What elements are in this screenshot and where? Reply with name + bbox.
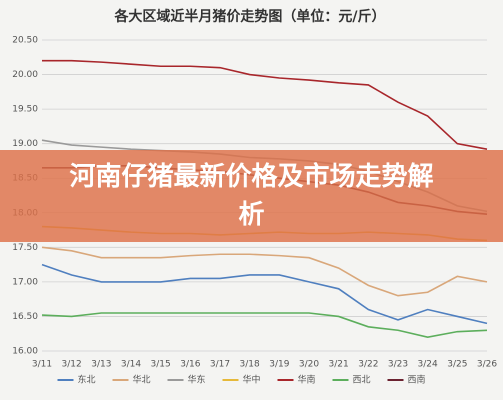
x-tick-label: 3/22	[358, 360, 378, 370]
x-tick-label: 3/23	[388, 360, 408, 370]
x-tick-label: 3/19	[269, 360, 289, 370]
series-line	[41, 246, 488, 297]
x-tick-label: 3/18	[240, 360, 260, 370]
y-tick-label: 16.50	[12, 312, 38, 322]
y-tick-label: 20.50	[12, 36, 38, 46]
x-tick-label: 3/14	[121, 360, 141, 370]
x-tick-label: 3/11	[32, 360, 52, 370]
chart-title: 各大区域近半月猪价走势图（单位：元/斤）	[113, 8, 385, 25]
legend-label: 东北	[78, 374, 96, 386]
legend-label: 华北	[133, 374, 151, 386]
x-tick-label: 3/13	[91, 360, 111, 370]
x-tick-label: 3/20	[299, 360, 319, 370]
series-line	[41, 263, 488, 325]
legend-label: 华南	[298, 374, 316, 386]
y-tick-label: 20.00	[12, 70, 38, 80]
series-line	[42, 59, 488, 150]
banner-text: 河南仔猪最新价格及市场走势解析	[69, 162, 434, 230]
x-tick-label: 3/25	[447, 360, 467, 370]
x-tick-label: 3/12	[62, 360, 82, 370]
y-tick-label: 19.00	[12, 139, 38, 149]
series-line	[41, 312, 488, 338]
banner: 河南仔猪最新价格及市场走势解析	[0, 150, 503, 242]
x-tick-label: 3/17	[210, 360, 230, 370]
y-tick-label: 16.00	[12, 347, 38, 357]
x-tick-label: 3/15	[151, 360, 171, 370]
x-tick-label: 3/26	[477, 360, 497, 370]
legend-label: 西北	[353, 375, 371, 386]
x-tick-label: 3/24	[418, 360, 438, 370]
x-tick-label: 3/21	[329, 360, 349, 370]
y-tick-label: 17.00	[12, 277, 38, 287]
y-tick-label: 19.50	[12, 105, 38, 115]
x-tick-label: 3/16	[180, 360, 200, 370]
legend-label: 西南	[408, 374, 426, 386]
y-tick-label: 17.50	[12, 243, 38, 253]
legend-label: 华中	[243, 374, 261, 386]
legend-label: 华东	[188, 374, 206, 386]
